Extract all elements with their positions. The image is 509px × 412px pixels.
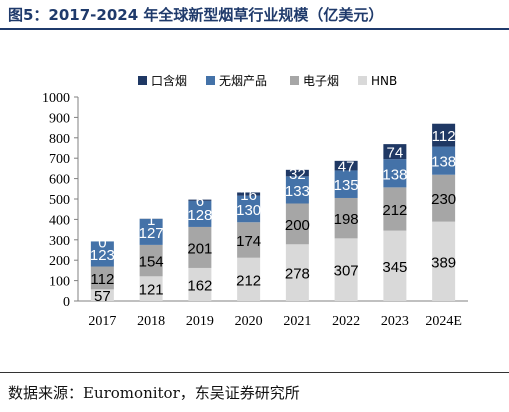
x-tick-label: 2017 — [88, 314, 116, 329]
data-label: 345 — [382, 259, 407, 276]
bar-segment — [383, 159, 407, 188]
data-label: 389 — [431, 254, 456, 271]
data-label: 112 — [432, 128, 456, 145]
bar-segment — [188, 200, 212, 227]
bar-segment — [139, 276, 163, 301]
data-label: 174 — [236, 233, 261, 250]
bar-segment — [334, 170, 358, 198]
bar-segment — [432, 123, 456, 147]
bar-segment — [285, 176, 309, 204]
y-tick-label: 300 — [49, 234, 70, 249]
y-tick-label: 600 — [49, 173, 70, 188]
data-label: 112 — [90, 271, 114, 288]
bar-segment — [383, 230, 407, 301]
data-label: 278 — [285, 266, 310, 283]
data-label: 198 — [334, 211, 359, 228]
data-label: 74 — [387, 145, 404, 162]
bar-segment — [334, 197, 358, 239]
bar-segment — [139, 244, 163, 277]
data-label: 32 — [289, 166, 306, 183]
bar-segment — [237, 192, 261, 196]
title-rule — [0, 28, 509, 30]
y-tick-label: 100 — [49, 275, 70, 290]
bar-segment — [432, 221, 456, 301]
y-tick-label: 400 — [49, 213, 70, 228]
data-label: 123 — [90, 247, 115, 264]
data-label: 138 — [382, 166, 407, 183]
bar-segment — [90, 266, 114, 290]
legend-swatch — [206, 76, 215, 85]
data-label: 230 — [431, 191, 456, 208]
x-tick-label: 2022 — [332, 314, 360, 329]
x-tick-label: 2024E — [425, 314, 462, 329]
source-note: 数据来源：Euromonitor，东吴证券研究所 — [8, 384, 300, 402]
legend-label: 口含烟 — [151, 73, 187, 88]
x-tick-label: 2020 — [235, 314, 263, 329]
data-label: 162 — [187, 277, 212, 294]
x-tick-label: 2019 — [186, 314, 214, 329]
bar-segment — [237, 257, 261, 301]
data-label: 154 — [139, 254, 164, 271]
bar-segment — [432, 174, 456, 222]
data-label: 135 — [334, 177, 359, 194]
bar-segment — [334, 238, 358, 301]
data-label: 1 — [147, 212, 155, 229]
legend-swatch — [358, 76, 367, 85]
bar-segment — [237, 222, 261, 258]
legend-label: HNB — [371, 74, 397, 88]
data-label: 0 — [98, 234, 106, 251]
data-label: 212 — [382, 202, 407, 219]
y-tick-label: 800 — [49, 132, 70, 147]
x-tick-label: 2023 — [381, 314, 409, 329]
bar-segment — [334, 160, 358, 171]
data-label: 138 — [431, 154, 456, 171]
y-tick-label: 0 — [63, 295, 70, 310]
y-tick-label: 500 — [49, 193, 70, 208]
bar-segment — [237, 195, 261, 223]
bar-segment — [285, 169, 309, 177]
bar-segment — [188, 226, 212, 268]
bar-segment — [90, 289, 114, 301]
data-label: 307 — [334, 263, 359, 280]
figure-title: 图5：2017-2024 年全球新型烟草行业规模（亿美元） — [8, 6, 384, 24]
y-tick-label: 700 — [49, 152, 70, 167]
data-label: 16 — [240, 187, 257, 204]
bar-segment — [432, 146, 456, 175]
legend-label: 无烟产品 — [219, 74, 267, 88]
x-tick-label: 2021 — [283, 314, 311, 329]
stacked-bar-chart: 0100200300400500600700800900100057112123… — [42, 73, 468, 329]
bar-segment — [285, 203, 309, 245]
data-label: 121 — [139, 282, 164, 299]
bar-segment — [188, 267, 212, 301]
legend-swatch — [138, 76, 147, 85]
data-label: 201 — [187, 240, 212, 257]
bar-segment — [90, 241, 114, 267]
bar-segment — [285, 244, 309, 301]
x-tick-label: 2018 — [137, 314, 165, 329]
y-tick-label: 1000 — [42, 91, 70, 106]
data-label: 57 — [94, 288, 111, 305]
bar-segment — [139, 218, 163, 245]
bar-segment — [188, 199, 212, 201]
y-tick-label: 200 — [49, 254, 70, 269]
legend-swatch — [290, 76, 299, 85]
data-label: 133 — [285, 183, 310, 200]
data-label: 212 — [236, 272, 261, 289]
data-label: 6 — [196, 193, 204, 210]
bar-segment — [383, 144, 407, 160]
bar-segment — [383, 187, 407, 231]
data-label: 47 — [338, 159, 355, 176]
data-label: 128 — [187, 207, 212, 224]
data-label: 127 — [139, 225, 164, 242]
y-tick-label: 900 — [49, 111, 70, 126]
legend-label: 电子烟 — [303, 74, 339, 88]
data-label: 130 — [236, 202, 261, 219]
data-label: 200 — [285, 217, 310, 234]
source-rule — [0, 372, 509, 373]
